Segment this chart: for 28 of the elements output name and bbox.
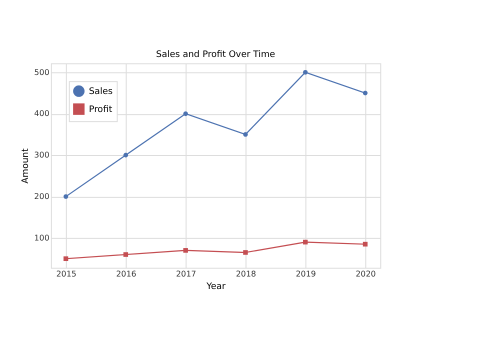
y-tick-label: 100 — [34, 233, 50, 242]
y-tick-label: 500 — [34, 68, 50, 77]
point — [64, 194, 68, 199]
x-tick-label: 2019 — [296, 269, 316, 278]
point — [123, 152, 128, 158]
chart-title: Sales and Profit Over Time — [156, 50, 276, 60]
point — [303, 70, 308, 75]
point — [64, 256, 68, 262]
x-tick-label: 2016 — [116, 269, 136, 278]
x-tick-label: 2015 — [56, 269, 76, 278]
x-tick-label: 2020 — [356, 269, 376, 278]
point — [183, 248, 188, 253]
x-tick-label: 2017 — [176, 269, 196, 278]
point — [362, 90, 368, 96]
x-tick-label: 2018 — [236, 269, 256, 278]
y-axis-title: Amount — [21, 148, 32, 184]
y-tick-label: 200 — [34, 192, 50, 202]
x-axis-title: Year — [206, 282, 226, 292]
point — [123, 252, 128, 257]
legend-label: Sales — [88, 87, 114, 98]
legend-label: Profit — [88, 105, 113, 116]
point — [243, 250, 248, 255]
point — [303, 240, 308, 244]
y-tick-label: 400 — [34, 109, 50, 118]
point — [362, 242, 368, 247]
point — [183, 111, 188, 116]
point — [243, 132, 248, 137]
y-tick-label: 300 — [34, 150, 50, 160]
